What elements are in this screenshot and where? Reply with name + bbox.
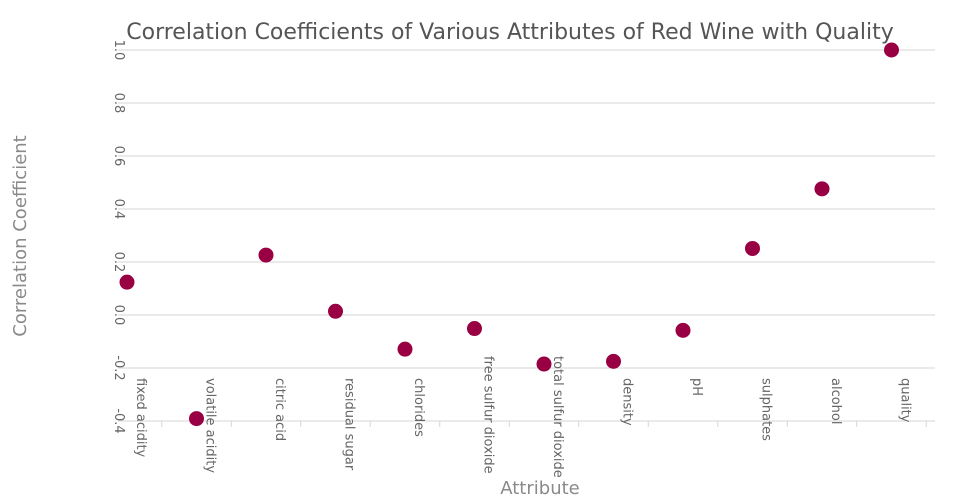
x-tick-labels: fixed acidity volatile acidity citric acid…	[133, 356, 913, 478]
x-tick-label: citric acid	[272, 378, 287, 441]
grid-lines	[118, 49, 935, 422]
y-tick-label: 0.4	[111, 199, 126, 220]
chart-title: Correlation Coefficients of Various Attr…	[126, 20, 893, 45]
x-tick-label: quality	[898, 378, 913, 423]
data-points	[119, 42, 899, 427]
y-tick-label: -0.2	[111, 355, 126, 380]
data-point	[328, 303, 343, 319]
data-point	[467, 321, 482, 337]
x-tick-label: residual sugar	[342, 378, 357, 471]
y-tick-label: 0.8	[111, 93, 126, 114]
x-tick-label: sulphates	[759, 378, 774, 441]
data-point	[119, 274, 135, 290]
x-tick-label: volatile acidity	[203, 378, 218, 473]
x-tick-label: pH	[689, 378, 704, 396]
x-tick-label: density	[620, 378, 635, 426]
data-point	[258, 247, 274, 263]
x-tick-label: free sulfur dioxide	[481, 356, 496, 474]
x-tick-label: fixed acidity	[133, 378, 148, 458]
y-tick-label: 1.0	[111, 40, 126, 61]
y-tick-label: 0.6	[111, 146, 126, 167]
x-tick-label: total sulfur dioxide	[550, 356, 565, 478]
data-point	[814, 181, 830, 197]
y-tick-labels: -0.4 -0.2 0.0 0.2 0.4 0.6 0.8 1.0	[111, 40, 126, 434]
data-point	[606, 353, 621, 369]
data-point	[884, 42, 899, 58]
x-tick-label: alcohol	[828, 378, 843, 424]
data-point	[745, 240, 760, 256]
x-tick-label: chlorides	[411, 378, 426, 437]
x-tick-marks	[161, 421, 927, 427]
data-point	[675, 322, 691, 338]
data-point	[189, 411, 204, 427]
y-tick-label: 0.0	[111, 305, 126, 326]
data-point	[536, 356, 552, 372]
y-tick-label: -0.4	[111, 408, 126, 433]
y-tick-label: 0.2	[111, 252, 126, 273]
data-point	[397, 341, 413, 357]
x-axis-title: Attribute	[500, 478, 579, 499]
y-axis-title: Correlation Coefficient	[10, 135, 31, 336]
